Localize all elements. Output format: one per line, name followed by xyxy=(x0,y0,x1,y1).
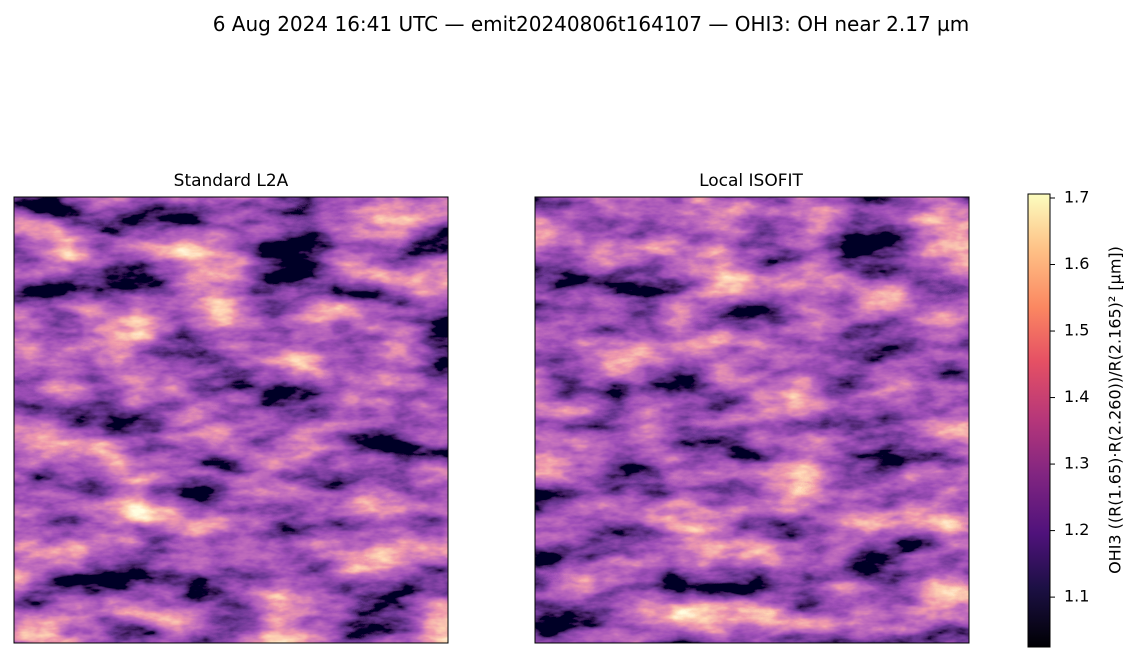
panel-title: Standard L2A xyxy=(174,171,289,191)
tick-label: 1.6 xyxy=(1064,254,1089,273)
tick-label: 1.3 xyxy=(1064,454,1089,473)
image xyxy=(535,197,969,643)
image xyxy=(14,197,448,643)
panel: Local ISOFIT xyxy=(534,171,970,644)
panel-title: Local ISOFIT xyxy=(699,171,803,191)
tick-label: 1.1 xyxy=(1064,587,1089,606)
tick-label: 1.5 xyxy=(1064,321,1089,340)
figure-title: 6 Aug 2024 16:41 UTC — emit20240806t1641… xyxy=(213,12,970,36)
tick-label: 1.4 xyxy=(1064,387,1089,406)
frame xyxy=(534,196,970,644)
colorbar xyxy=(1027,193,1051,648)
tick-label: 1.7 xyxy=(1064,187,1089,206)
tick-label: 1.2 xyxy=(1064,520,1089,539)
colorbar-label: OHI3 ((R(1.65)·R(2.260))/R(2.165)² [µm]) xyxy=(1106,246,1125,574)
panel: Standard L2A xyxy=(13,171,449,644)
frame xyxy=(13,196,449,644)
